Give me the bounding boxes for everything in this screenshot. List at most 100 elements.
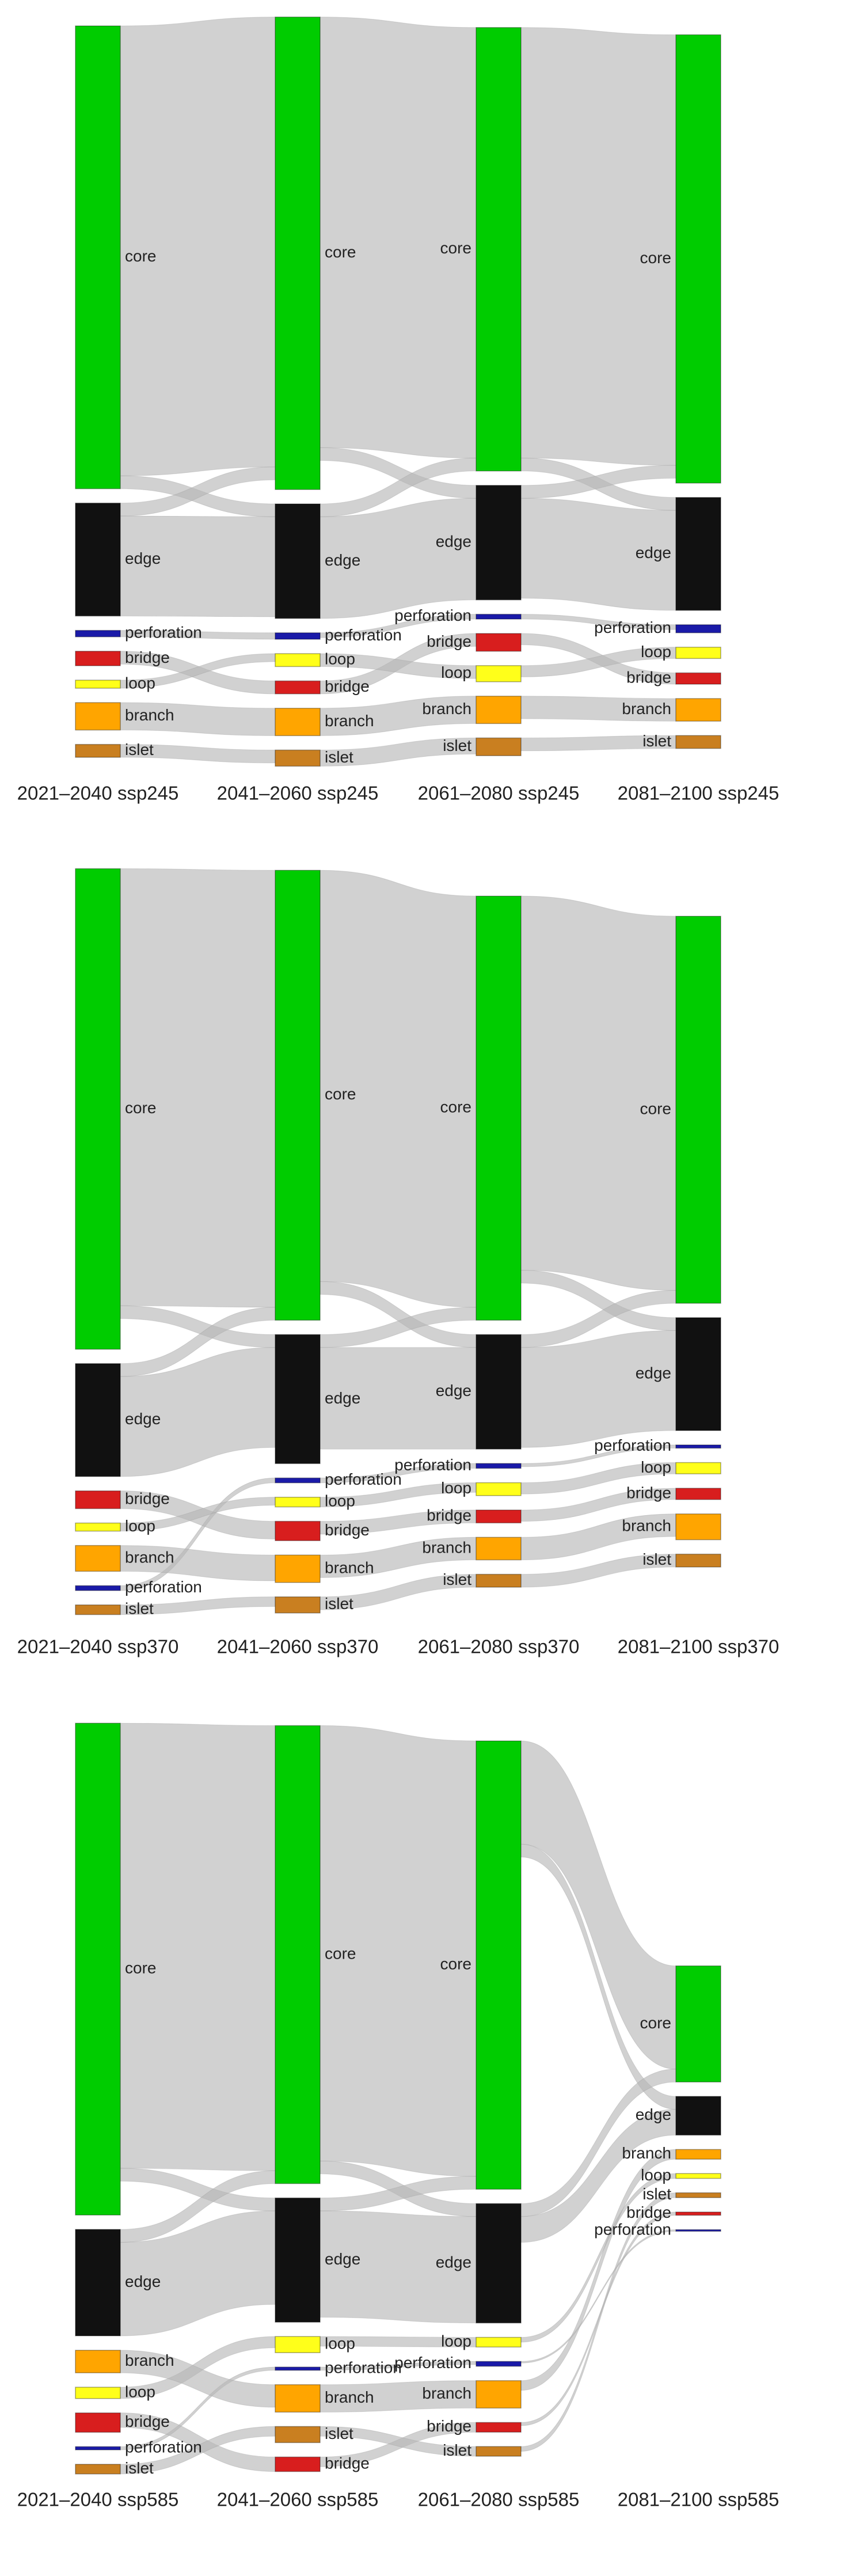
node <box>75 702 121 731</box>
node-label: loop <box>441 663 471 681</box>
node-label: core <box>325 1944 356 1962</box>
node <box>75 1363 121 1477</box>
node <box>75 651 121 666</box>
node <box>275 1497 321 1508</box>
node-label: perforation <box>125 2438 202 2456</box>
links <box>120 868 676 1615</box>
node <box>75 502 121 617</box>
node <box>675 2149 721 2160</box>
node <box>675 698 721 722</box>
node <box>476 613 522 620</box>
node-label: loop <box>441 1479 471 1497</box>
node-label: perforation <box>394 1456 471 1474</box>
node <box>675 1444 721 1449</box>
node <box>75 1604 121 1615</box>
node <box>275 1477 321 1484</box>
node <box>75 629 121 638</box>
node-label: loop <box>441 2332 471 2350</box>
flow <box>320 2210 477 2324</box>
flow <box>320 17 477 458</box>
node-label: edge <box>636 1364 671 1382</box>
node <box>675 2192 721 2198</box>
node <box>75 1490 121 1509</box>
node <box>75 1545 121 1572</box>
node-label: core <box>325 1085 356 1103</box>
node <box>275 2384 321 2413</box>
node-label: bridge <box>626 2203 671 2221</box>
node-label: branch <box>622 700 671 718</box>
node-label: core <box>440 1955 471 1973</box>
links <box>120 17 676 767</box>
node <box>476 2203 522 2324</box>
node-label: islet <box>325 1595 353 1613</box>
node <box>275 503 321 619</box>
node <box>275 1725 321 2184</box>
node <box>476 696 522 724</box>
flow <box>120 1723 276 2171</box>
node <box>476 1509 522 1524</box>
node <box>476 665 522 682</box>
node <box>275 1520 321 1541</box>
node-label: edge <box>325 2250 360 2268</box>
column-label: 2021–2040 ssp585 <box>17 2489 179 2510</box>
node <box>476 633 522 652</box>
node <box>275 708 321 737</box>
node-label: bridge <box>125 2412 170 2430</box>
node <box>675 624 721 633</box>
node <box>75 2387 121 2399</box>
node-label: perforation <box>325 626 402 644</box>
node <box>275 870 321 1321</box>
node-label: core <box>640 2014 671 2032</box>
node <box>476 2446 522 2457</box>
node <box>476 2336 522 2348</box>
node-label: core <box>440 1098 471 1116</box>
column-label: 2081–2100 ssp585 <box>618 2489 779 2510</box>
column-label: 2041–2060 ssp370 <box>217 1636 379 1657</box>
node <box>275 1334 321 1465</box>
node-label: branch <box>125 1548 174 1566</box>
node-label: branch <box>125 2351 174 2369</box>
node-label: islet <box>125 2459 154 2477</box>
node-label: islet <box>325 748 353 766</box>
node <box>675 1462 721 1474</box>
node-label: bridge <box>427 632 471 650</box>
node-label: edge <box>325 551 360 569</box>
node-label: branch <box>422 2384 471 2402</box>
column-label: 2061–2080 ssp370 <box>418 1636 580 1657</box>
node <box>275 16 321 490</box>
node <box>75 2412 121 2433</box>
nodes: core edge perforation bridge loop branch islet… <box>75 16 721 767</box>
node <box>476 1740 522 2190</box>
node <box>675 2096 721 2136</box>
node <box>75 2229 121 2336</box>
node-label: core <box>125 1959 156 1977</box>
node-label: islet <box>443 1570 471 1588</box>
node-label: islet <box>443 737 471 754</box>
flow <box>120 2170 276 2243</box>
node <box>75 2464 121 2475</box>
flow <box>120 17 276 476</box>
node <box>75 25 121 490</box>
node-label: branch <box>325 2388 374 2406</box>
flow <box>320 1463 477 1484</box>
node <box>275 2426 321 2444</box>
node-label: core <box>640 249 671 267</box>
node-label: loop <box>325 2335 355 2353</box>
flow <box>520 1330 676 1448</box>
node <box>675 672 721 685</box>
node <box>675 647 721 659</box>
node-label: islet <box>325 2425 353 2442</box>
node-label: perforation <box>125 624 202 642</box>
flow <box>120 868 276 1308</box>
node-label: branch <box>422 1538 471 1556</box>
node-label: bridge <box>427 1507 471 1524</box>
column-label: 2021–2040 ssp245 <box>17 783 179 804</box>
node-label: perforation <box>325 1470 402 1488</box>
node <box>675 2229 721 2232</box>
node-label: branch <box>325 1558 374 1576</box>
node-label: core <box>640 1099 671 1117</box>
node-label: core <box>440 239 471 257</box>
column-label: 2061–2080 ssp585 <box>418 2489 580 2510</box>
node <box>476 1463 522 1469</box>
node <box>476 737 522 756</box>
